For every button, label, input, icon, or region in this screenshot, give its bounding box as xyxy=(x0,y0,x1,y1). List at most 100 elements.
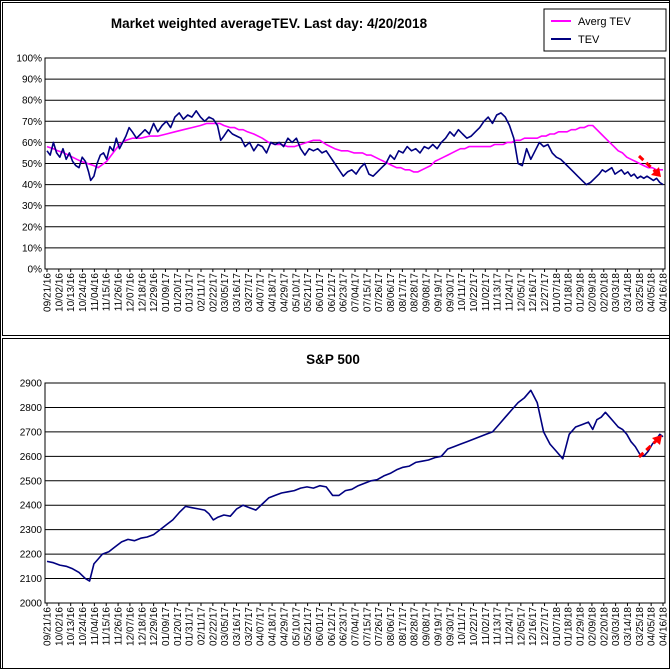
sp500-x-tick-label: 02/11/17 xyxy=(197,607,208,646)
sp500-x-tick-label: 12/18/16 xyxy=(137,607,148,646)
tev-y-tick-label: 10% xyxy=(22,243,42,254)
tev-x-tick-label: 12/27/17 xyxy=(540,273,551,312)
tev-x-tick-label: 06/12/17 xyxy=(327,273,338,312)
tev-chart: Market weighted averageTEV. Last day: 4/… xyxy=(16,8,670,312)
sp500-x-tick-label: 11/26/16 xyxy=(114,607,125,646)
sp500-gridlines xyxy=(44,382,666,604)
tev-x-tick-label: 09/30/17 xyxy=(445,273,456,312)
sp500-y-tick-label: 2800 xyxy=(20,403,43,414)
sp500-x-tick-label: 09/30/17 xyxy=(445,607,456,646)
sp500-x-tick-label: 05/10/17 xyxy=(291,607,302,646)
sp500-x-tick-label: 04/16/18 xyxy=(659,607,670,646)
tev-x-tick-label: 03/27/17 xyxy=(244,273,255,312)
tev-x-tick-label: 10/24/16 xyxy=(78,273,89,312)
sp500-x-tick-label: 10/11/17 xyxy=(457,607,468,646)
sp500-x-tick-label: 12/16/17 xyxy=(528,607,539,646)
sp500-x-tick-label: 01/29/18 xyxy=(576,607,587,646)
tev-x-tick-label: 09/08/17 xyxy=(422,273,433,312)
tev-x-tick-label: 04/07/17 xyxy=(256,273,267,312)
sp500-x-tick-label: 08/06/17 xyxy=(386,607,397,646)
tev-legend-box xyxy=(543,8,667,52)
tev-x-tick-label: 12/07/16 xyxy=(125,273,136,312)
tev-x-tick-label: 10/02/16 xyxy=(54,273,65,312)
sp500-x-tick-label: 10/24/16 xyxy=(78,607,89,646)
sp500-x-tick-label: 03/16/17 xyxy=(232,607,243,646)
sp500-x-tick-label: 12/27/17 xyxy=(540,607,551,646)
sp500-x-tick-label: 06/01/17 xyxy=(315,607,326,646)
sp500-y-tick-labels: 2000 2100 2200 2300 2400 2500 2600 2700 2800 2900 xyxy=(20,379,43,610)
tev-chart-panel: Market weighted averageTEV. Last day: 4/… xyxy=(2,2,670,336)
tev-x-tick-label: 03/25/18 xyxy=(635,273,646,312)
sp500-chart: S&P 500 2000 2100 2200 2300 2400 2500 2600 2700… xyxy=(20,352,670,646)
tev-y-tick-labels: 0% 10% 20% 30% 40% 50% 60% 70% 80% 90% 100% xyxy=(16,54,42,276)
tev-x-tick-label: 01/31/17 xyxy=(185,273,196,312)
sp500-x-tick-label: 03/27/17 xyxy=(244,607,255,646)
tev-y-tick-label: 20% xyxy=(22,222,42,233)
sp500-y-tick-label: 2100 xyxy=(20,574,43,585)
tev-x-tick-label: 03/05/17 xyxy=(220,273,231,312)
sp500-y-tick-label: 2600 xyxy=(20,452,43,463)
tev-x-tick-label: 07/04/17 xyxy=(351,273,362,312)
sp500-x-tick-label: 03/03/18 xyxy=(611,607,622,646)
sp500-y-tick-label: 2300 xyxy=(20,525,43,536)
tev-x-tick-label: 08/28/17 xyxy=(410,273,421,312)
sp500-x-tick-label: 10/02/16 xyxy=(54,607,65,646)
tev-gridlines xyxy=(44,57,666,270)
sp500-x-tick-label: 07/26/17 xyxy=(374,607,385,646)
sp500-y-tick-label: 2000 xyxy=(20,599,43,610)
sp500-x-tick-label: 09/19/17 xyxy=(433,607,444,646)
tev-x-tick-label: 11/04/16 xyxy=(90,273,101,312)
tev-x-tick-label: 03/03/18 xyxy=(611,273,622,312)
tev-y-tick-label: 90% xyxy=(22,75,42,86)
tev-legend: Averg TEV TEV xyxy=(543,8,667,52)
sp500-x-tick-label: 05/21/17 xyxy=(303,607,314,646)
sp500-arrow-head xyxy=(652,435,662,445)
sp500-x-tick-label: 01/18/18 xyxy=(564,607,575,646)
sp500-x-tick-label: 11/02/17 xyxy=(481,607,492,646)
sp500-x-tick-label: 07/04/17 xyxy=(351,607,362,646)
sp500-x-tick-label: 01/09/17 xyxy=(161,607,172,646)
sp500-x-tick-label: 03/14/18 xyxy=(623,607,634,646)
tev-x-tick-label: 11/15/16 xyxy=(102,273,113,312)
tev-x-tick-label: 10/13/16 xyxy=(66,273,77,312)
sp500-y-tick-label: 2500 xyxy=(20,476,43,487)
sp500-x-tick-label: 02/20/18 xyxy=(599,607,610,646)
tev-series-lines xyxy=(46,110,664,186)
tev-x-tick-label: 11/26/16 xyxy=(114,273,125,312)
tev-x-tick-label: 04/16/18 xyxy=(659,273,670,312)
sp500-x-tick-label: 11/04/16 xyxy=(90,607,101,646)
tev-x-tick-label: 01/07/18 xyxy=(552,273,563,312)
tev-x-tick-label: 07/26/17 xyxy=(374,273,385,312)
sp500-x-tick-label: 12/29/16 xyxy=(149,607,160,646)
sp500-x-tick-label: 01/07/18 xyxy=(552,607,563,646)
tev-x-tick-label: 12/16/17 xyxy=(528,273,539,312)
tev-x-tick-label: 10/11/17 xyxy=(457,273,468,312)
tev-x-tick-label: 01/20/17 xyxy=(173,273,184,312)
sp500-x-tick-label: 08/17/17 xyxy=(398,607,409,646)
sp500-chart-title: S&P 500 xyxy=(306,352,360,367)
tev-x-tick-label: 10/22/17 xyxy=(469,273,480,312)
tev-y-tick-label: 30% xyxy=(22,201,42,212)
sp500-x-tick-label: 03/05/17 xyxy=(220,607,231,646)
legend-label-tev: TEV xyxy=(578,34,600,46)
sp500-x-tick-label: 01/31/17 xyxy=(185,607,196,646)
tev-x-tick-label: 08/06/17 xyxy=(386,273,397,312)
tev-y-tick-label: 60% xyxy=(22,138,42,149)
tev-x-tick-label: 11/24/17 xyxy=(505,273,516,312)
sp500-y-tick-label: 2700 xyxy=(20,427,43,438)
tev-x-tick-label: 02/11/17 xyxy=(197,273,208,312)
tev-x-tick-label: 03/16/17 xyxy=(232,273,243,312)
tev-x-tick-label: 02/20/18 xyxy=(599,273,610,312)
tev-x-tick-label: 01/29/18 xyxy=(576,273,587,312)
sp500-chart-panel: S&P 500 2000 2100 2200 2300 2400 2500 2600 2700… xyxy=(2,338,670,669)
sp500-x-tick-label: 11/15/16 xyxy=(102,607,113,646)
sp500-up-arrow-annotation xyxy=(637,435,662,459)
tev-x-tick-label: 05/10/17 xyxy=(291,273,302,312)
tev-x-tick-label: 09/19/17 xyxy=(433,273,444,312)
tev-y-tick-label: 0% xyxy=(28,265,43,276)
sp500-x-tick-label: 03/25/18 xyxy=(635,607,646,646)
sp500-x-tick-label: 09/08/17 xyxy=(422,607,433,646)
sp500-x-tick-label: 06/12/17 xyxy=(327,607,338,646)
sp500-y-tick-label: 2900 xyxy=(20,379,43,390)
